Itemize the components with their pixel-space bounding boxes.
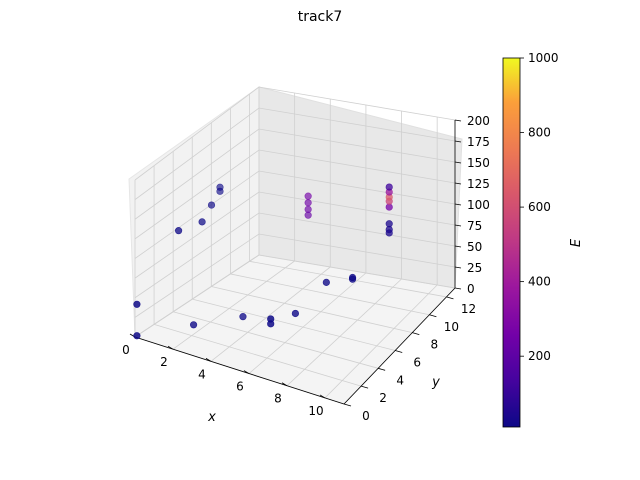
scatter-point [304, 199, 312, 207]
z-tick-mark [454, 182, 462, 185]
y-tick-label: 10 [444, 320, 459, 334]
z-tick-label: 75 [467, 219, 482, 233]
z-grid-line [134, 233, 456, 318]
chart-title: track7 [298, 9, 343, 25]
right-back-pane [258, 86, 463, 289]
y-grid-line [249, 260, 447, 298]
z-tick-mark [454, 266, 462, 269]
x-grid-line [172, 260, 295, 350]
x-tick-label: 8 [274, 392, 282, 406]
scatter-point [189, 321, 198, 329]
x-tick-label: 6 [236, 380, 244, 394]
x-axis-label: x [207, 410, 216, 425]
y-axis-line [343, 287, 456, 405]
z-tick-mark [454, 287, 462, 290]
scatter-point [348, 273, 357, 282]
z-tick-mark [454, 140, 462, 143]
y-tick-mark [395, 350, 403, 353]
z-tick-label: 25 [467, 261, 482, 275]
scatter-point [216, 187, 224, 195]
colorbar-label: E [569, 238, 584, 247]
colorbar [502, 57, 521, 428]
scatter-point [304, 192, 312, 200]
x-tick-label: 0 [122, 343, 130, 357]
colorbar-tick-label: 1000 [528, 51, 559, 65]
z-tick-label: 100 [467, 198, 490, 212]
y-tick-mark [429, 314, 437, 318]
z-tick-mark [454, 119, 462, 122]
x-axis-line [134, 336, 345, 405]
z-grid-line [134, 107, 456, 200]
x-tick-label: 4 [198, 367, 206, 381]
colorbar-tick-label: 200 [528, 349, 551, 363]
y-tick-mark [343, 403, 352, 407]
y-axis-label: y [431, 375, 440, 390]
y-grid-line [230, 273, 430, 316]
z-tick-label: 125 [467, 177, 490, 191]
scatter-point [239, 313, 247, 321]
y-tick-mark [360, 385, 369, 389]
scatter-points [133, 183, 393, 340]
scatter-point [385, 183, 393, 191]
scatter-point [207, 201, 216, 209]
z-tick-mark [454, 224, 462, 227]
z-grid-line [134, 254, 456, 338]
x-grid-line [286, 278, 402, 387]
scatter-point [322, 278, 330, 286]
z-grid-line [134, 191, 456, 279]
z-tick-label: 50 [467, 240, 482, 254]
y-tick-label: 4 [396, 373, 404, 387]
y-tick-label: 12 [461, 302, 476, 316]
scatter-point [385, 229, 393, 237]
z-grid-line [134, 128, 456, 220]
colorbar-ticks: 200 400 600 800 1000 [520, 51, 559, 363]
x-grid-line [210, 266, 331, 362]
z-tick-mark [454, 245, 462, 248]
y-tick-label: 8 [430, 338, 438, 352]
z-tick-label: 0 [467, 282, 475, 296]
y-grid-line [192, 298, 396, 351]
y-tick-label: 0 [362, 409, 370, 423]
x-tick-label: 10 [308, 404, 323, 418]
colorbar-tick-label: 600 [528, 200, 551, 214]
scatter-point [267, 315, 275, 323]
scatter-point [304, 211, 312, 219]
y-grid-line [153, 324, 362, 387]
colorbar-tick-label: 800 [528, 126, 551, 140]
z-grid-line [134, 149, 456, 240]
z-tick-mark [454, 161, 462, 164]
colorbar-tick-label: 400 [528, 275, 551, 289]
y-grid-line [211, 286, 413, 334]
z-tick-label: 175 [467, 135, 490, 149]
scatter-point [291, 309, 300, 318]
y-grid-line [173, 311, 379, 369]
z-grid-line [134, 86, 456, 181]
y-tick-label: 2 [379, 391, 387, 405]
z-tick-label: 150 [467, 156, 490, 170]
y-tick-mark [378, 367, 386, 371]
x-grid-line [248, 272, 367, 374]
scatter-point [133, 300, 141, 308]
z-tick-label: 200 [467, 114, 490, 128]
y-tick-label: 6 [413, 355, 421, 369]
axes [129, 119, 462, 407]
scatter-point [198, 218, 206, 226]
y-tick-mark [412, 332, 420, 335]
x-tick-label: 2 [160, 355, 168, 369]
scatter-point [133, 332, 141, 340]
x-grid-line [324, 284, 438, 399]
y-tick-mark [446, 296, 454, 300]
scatter-point [174, 227, 183, 235]
z-tick-mark [454, 203, 462, 206]
